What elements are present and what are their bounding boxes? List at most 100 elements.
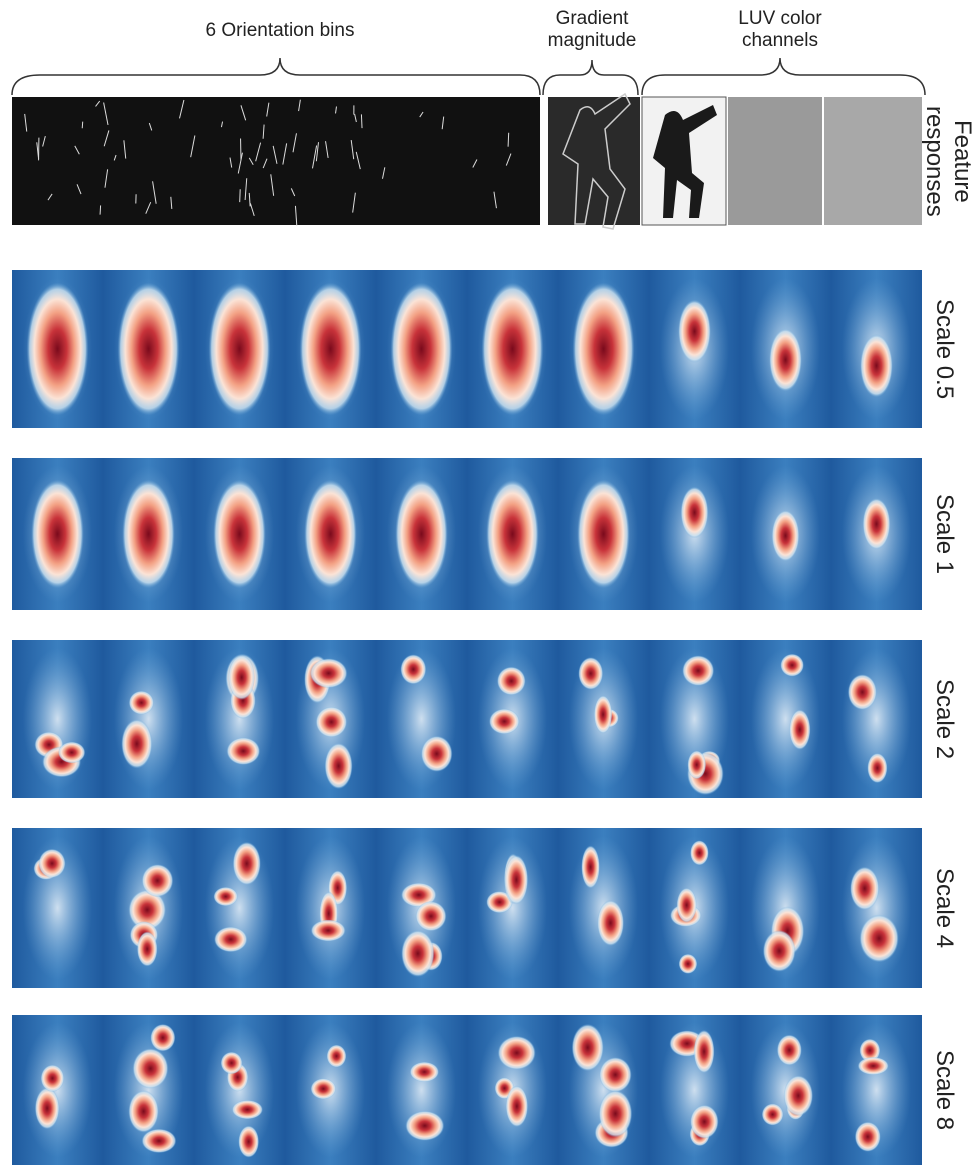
heatmap-hotspot: [772, 510, 800, 562]
heatmap-hotspot: [581, 845, 599, 888]
edge-response: [508, 133, 509, 147]
edge-response: [361, 114, 362, 128]
heatmap-hotspot: [209, 283, 271, 416]
heatmap-hotspot: [142, 864, 174, 897]
heatmap-hotspot: [41, 1065, 65, 1092]
heatmap-hotspot: [27, 283, 89, 416]
heatmap-hotspot: [213, 480, 266, 589]
heatmap-hotspot: [233, 842, 261, 885]
heatmap-hotspot: [128, 1090, 158, 1132]
heatmap-hotspot: [681, 487, 709, 539]
heatmap-hotspot: [391, 283, 453, 416]
heatmap-hotspot: [578, 657, 603, 690]
heatmap-hotspot: [221, 1052, 243, 1074]
heatmap-hotspot: [311, 1078, 337, 1099]
heatmap-hotspot: [763, 930, 796, 972]
heatmap-hotspot: [129, 691, 154, 715]
heatmap-hotspot: [599, 1057, 632, 1092]
heatmap-hotspot: [150, 1024, 175, 1051]
heatmap-hotspot: [327, 1045, 347, 1068]
heatmap-hotspot: [118, 283, 180, 416]
heatmap-hotspot: [31, 480, 84, 589]
heatmap-hotspot: [789, 709, 810, 749]
heatmap-hotspot: [486, 480, 539, 589]
heatmap-hotspot: [35, 1087, 60, 1129]
heatmap-hotspot: [597, 900, 624, 946]
group-label: LUV color channels: [700, 8, 860, 52]
row-label: Feature responses: [920, 97, 976, 225]
row-label: Scale 8: [930, 1015, 958, 1165]
heatmap-hotspot: [577, 480, 630, 589]
heatmap-hotspot: [38, 849, 65, 878]
heatmap-hotspot: [489, 709, 520, 735]
heatmap-hotspot: [855, 1122, 881, 1152]
heatmap-hotspot: [784, 1075, 813, 1116]
figure: 6 Orientation bins Gradient magnitude LU…: [0, 0, 978, 1169]
heatmap-hotspot: [690, 840, 709, 865]
heatmap-hotspot: [401, 930, 434, 977]
heatmap-hotspot: [506, 1085, 528, 1127]
heatmap-hotspot: [304, 480, 357, 589]
heatmap-hotspot: [687, 750, 706, 779]
heatmap-hotspot: [762, 1103, 784, 1125]
heatmap-hotspot: [682, 655, 714, 686]
heatmap-hotspot: [395, 480, 448, 589]
row-label: Scale 1: [930, 458, 958, 610]
heatmap-hotspot: [858, 1057, 889, 1075]
heatmap-hotspot: [780, 654, 804, 677]
heatmap-hotspot: [777, 1035, 802, 1066]
heatmap-hotspot: [415, 901, 446, 931]
heatmap-hotspot: [850, 867, 879, 910]
heatmap-hotspot: [860, 334, 893, 397]
heatmap-hotspot: [690, 1105, 718, 1139]
heatmap-hotspot: [311, 920, 346, 942]
heatmap-hotspot: [863, 498, 891, 550]
luv-v: [824, 97, 922, 225]
heatmap-hotspot: [677, 888, 697, 923]
heatmap-hotspot: [679, 954, 698, 974]
figure-graphics: [0, 0, 978, 1169]
heatmap-hotspot: [678, 300, 711, 363]
heatmap-glow: [114, 648, 183, 790]
heatmap-hotspot: [497, 667, 526, 696]
heatmap-hotspot: [769, 328, 802, 391]
heatmap-hotspot: [137, 931, 158, 966]
edge-response: [100, 205, 101, 214]
heatmap-hotspot: [213, 887, 237, 906]
heatmap-hotspot: [410, 1062, 439, 1082]
heatmap-hotspot: [505, 855, 528, 905]
heatmap-hotspot: [498, 1036, 536, 1070]
heatmap-hotspot: [400, 654, 426, 684]
heatmap-hotspot: [405, 1111, 444, 1141]
heatmap-hotspot: [421, 736, 453, 772]
heatmap-hotspot: [325, 743, 353, 789]
heatmap-hotspot: [214, 927, 247, 953]
row-label: Scale 2: [930, 640, 958, 798]
heatmap-hotspot: [594, 695, 612, 734]
luv-u: [728, 97, 822, 225]
heatmap-hotspot: [238, 1126, 259, 1158]
heatmap-hotspot: [226, 737, 260, 765]
heatmap-hotspot: [572, 1024, 604, 1071]
heatmap-hotspot: [228, 655, 255, 700]
heatmap-hotspot: [133, 1048, 169, 1089]
heatmap-hotspot: [316, 706, 348, 737]
gradient-response: [548, 97, 640, 225]
heatmap-hotspot: [573, 283, 635, 416]
heatmap-hotspot: [859, 914, 898, 962]
brace: [543, 60, 638, 95]
heatmap-hotspot: [482, 283, 544, 416]
heatmap-hotspot: [142, 1129, 177, 1153]
heatmap-hotspot: [694, 1030, 715, 1073]
row-label: Scale 4: [930, 828, 958, 988]
heatmap-hotspot: [122, 480, 175, 589]
group-label: 6 Orientation bins: [180, 20, 380, 42]
heatmap-hotspot: [599, 1090, 633, 1137]
brace: [12, 58, 540, 95]
heatmap-hotspot: [58, 742, 85, 764]
row-label: Scale 0.5: [930, 270, 958, 428]
heatmap-hotspot: [867, 753, 887, 783]
brace: [642, 58, 925, 95]
heatmap-hotspot: [848, 674, 877, 710]
heatmap-hotspot: [300, 283, 362, 416]
